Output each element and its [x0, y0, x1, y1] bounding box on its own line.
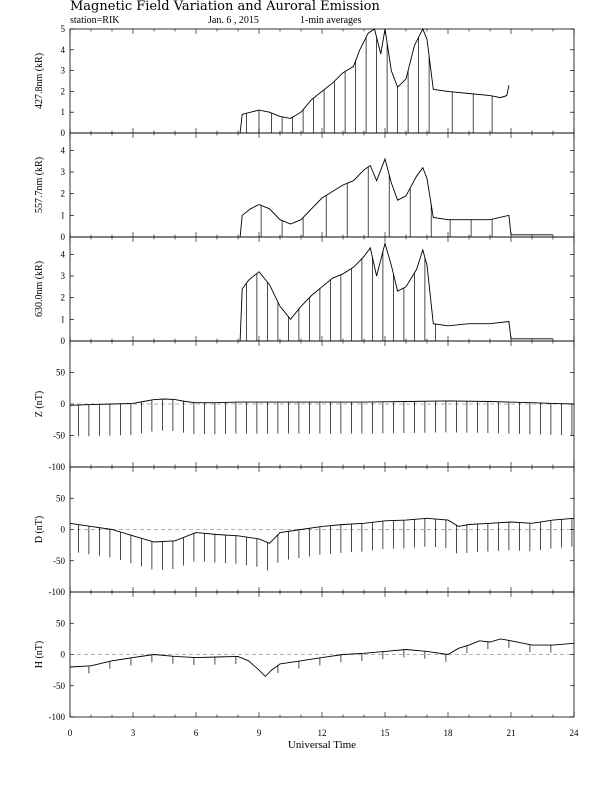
panel-4: -100 -50 0 50 D (nT) — [34, 466, 575, 597]
y-tick-label: 1 — [61, 210, 66, 220]
series-line — [69, 638, 575, 678]
y-tick-label: 50 — [56, 368, 66, 378]
x-axis: 0 3 6 9 12 15 18 21 24 — [68, 728, 579, 738]
y-tick-label: 50 — [56, 493, 66, 503]
y-tick-label: 3 — [61, 66, 66, 76]
y-tick-label: 0 — [61, 399, 66, 409]
x-axis-label: Universal Time — [288, 739, 356, 751]
series-line — [70, 157, 553, 238]
panel-frame — [69, 132, 575, 238]
y-tick-label: -50 — [53, 431, 65, 441]
panel-2: 0 1 2 3 4 630.0nm (kR) — [34, 236, 575, 346]
x-tick-label: 24 — [570, 728, 580, 738]
panel-y-label: Z (nT) — [34, 391, 45, 417]
y-tick-label: -50 — [53, 556, 65, 566]
panel-y-label: D (nT) — [34, 516, 45, 544]
panel-y-label: 630.0nm (kR) — [34, 261, 45, 317]
chart-title: Magnetic Field Variation and Auroral Emi… — [70, 0, 380, 14]
y-tick-label: 2 — [61, 293, 66, 303]
y-tick-label: 50 — [56, 618, 66, 628]
series-line — [70, 241, 553, 342]
y-tick-label: 3 — [61, 271, 66, 281]
x-tick-label: 18 — [444, 728, 454, 738]
y-tick-label: 0 — [61, 128, 66, 138]
panel-y-label: 557.7nm (kR) — [34, 157, 45, 213]
x-tick-label: 6 — [194, 728, 199, 738]
panel-y-label: H (nT) — [34, 641, 45, 669]
panel-0: 0 1 2 3 4 5 427.8nm (kR) — [34, 24, 575, 138]
averaging-label: 1-min averages — [300, 15, 361, 26]
y-tick-label: 2 — [61, 86, 66, 96]
station-label: station=RIK — [70, 15, 120, 26]
series-line — [69, 398, 575, 406]
x-tick-label: 12 — [318, 728, 327, 738]
y-tick-label: 3 — [61, 167, 66, 177]
y-tick-label: 5 — [61, 24, 66, 34]
x-tick-label: 15 — [381, 728, 391, 738]
y-tick-label: -50 — [53, 681, 65, 691]
y-tick-label: 1 — [61, 314, 66, 324]
panel-frame — [69, 236, 575, 342]
y-tick-label: 0 — [61, 650, 66, 660]
y-tick-label: 4 — [61, 145, 66, 155]
panel-frame — [69, 28, 575, 134]
panel-1: 0 1 2 3 4 557.7nm (kR) — [34, 132, 575, 242]
panel-5: -100 -50 0 50 H (nT) — [34, 591, 575, 722]
x-tick-label: 9 — [257, 728, 262, 738]
y-tick-label: 1 — [61, 107, 66, 117]
panel-3: -100 -50 0 50 Z (nT) — [34, 340, 575, 472]
y-tick-label: 2 — [61, 189, 66, 199]
y-tick-label: 4 — [61, 45, 66, 55]
y-tick-label: -100 — [49, 587, 66, 597]
x-tick-label: 21 — [507, 728, 516, 738]
panel-y-label: 427.8nm (kR) — [34, 53, 45, 109]
series-line — [69, 517, 575, 544]
series-line — [70, 27, 510, 134]
y-tick-label: -100 — [49, 712, 66, 722]
y-tick-label: 0 — [61, 525, 66, 535]
y-tick-label: -100 — [49, 462, 66, 472]
x-tick-label: 3 — [131, 728, 136, 738]
y-tick-label: 0 — [61, 336, 66, 346]
y-tick-label: 4 — [61, 249, 66, 259]
date-label: Jan. 6 , 2015 — [208, 15, 259, 26]
panels-group: 0 1 2 3 4 5 427.8nm (kR) 0 1 2 3 4 557.7nm (kR) 0 1 2 3 4… — [34, 24, 575, 722]
y-tick-label: 0 — [61, 232, 66, 242]
x-tick-label: 0 — [68, 728, 73, 738]
